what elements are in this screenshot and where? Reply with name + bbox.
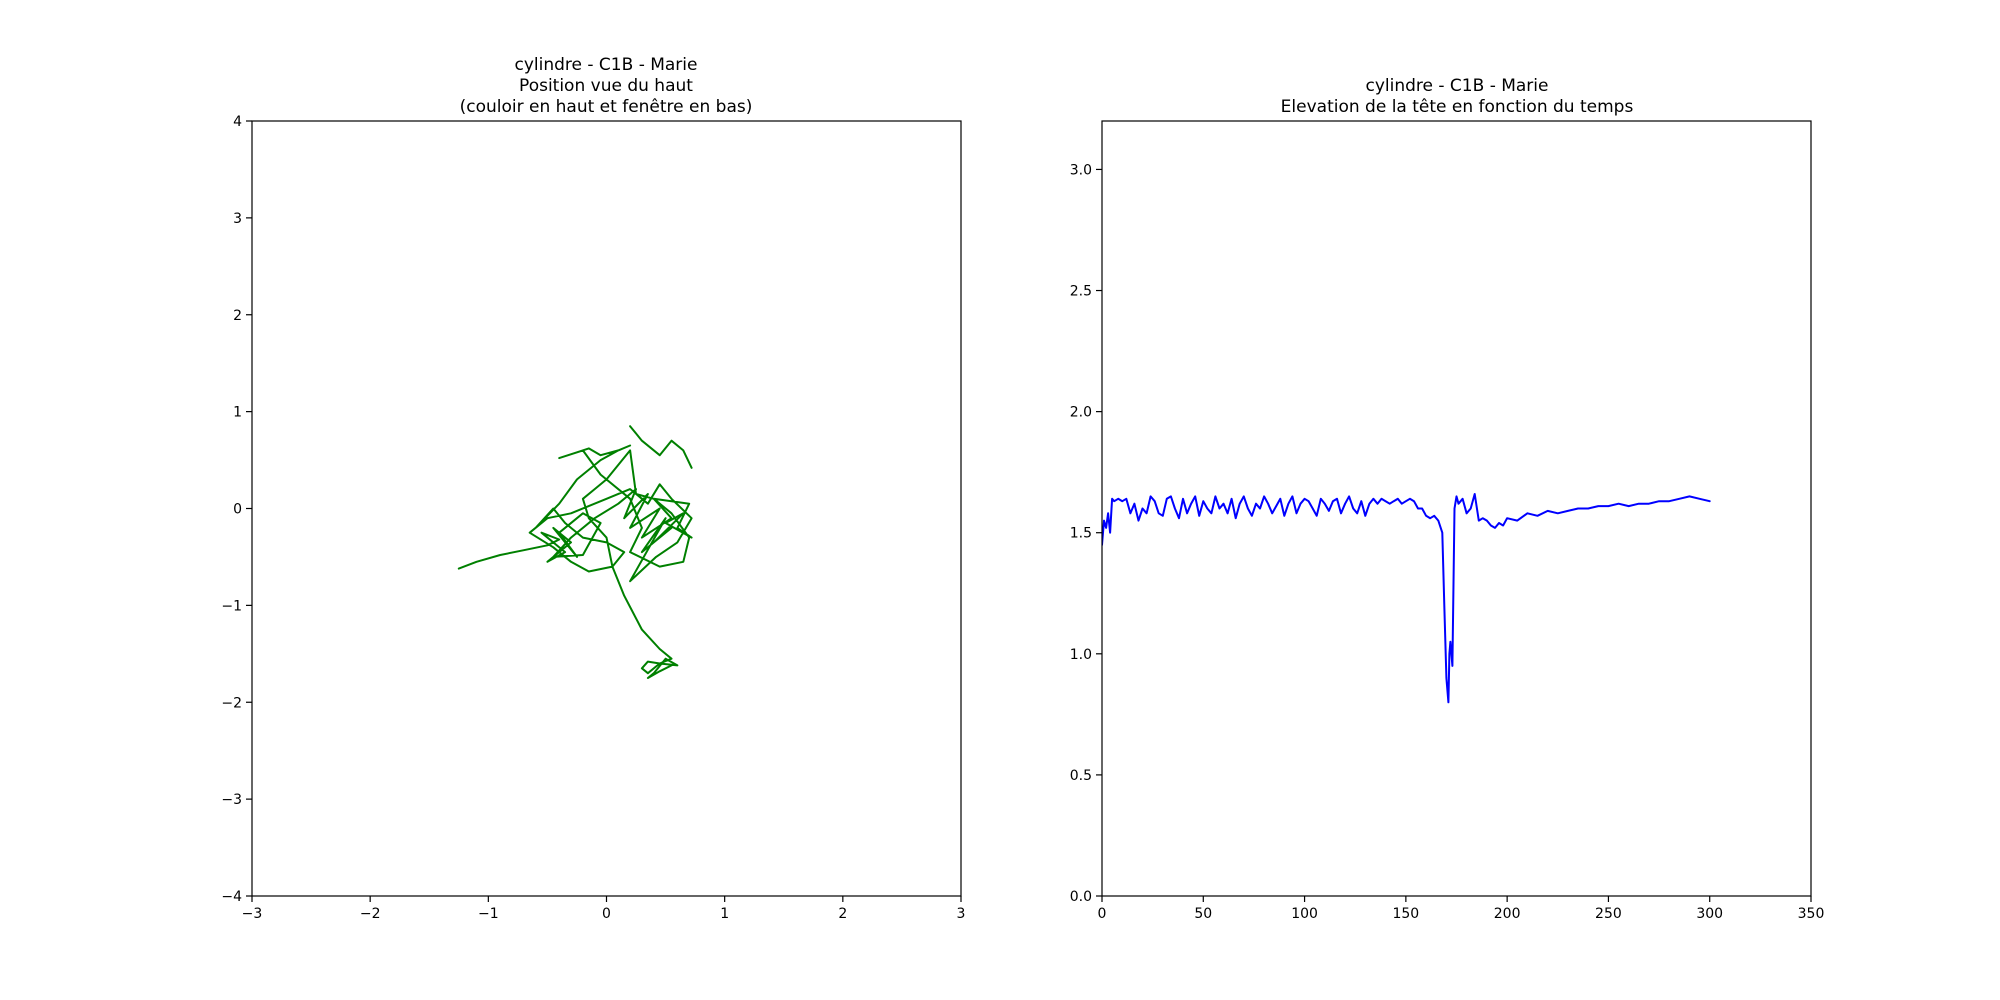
elevation-x-tick-label: 100 [1291,906,1318,922]
position-y-tick-label: 2 [233,308,242,324]
elevation-y-tick-label: 0.0 [1070,889,1092,905]
position-x-tick-label: −3 [242,906,263,922]
position-plot-title-line-3: (couloir en haut et fenêtre en bas) [460,97,753,117]
position-plot-title-line-2: Position vue du haut [519,76,693,96]
position-y-tick-label: 3 [233,211,242,227]
elevation-x-tick-label: 0 [1098,906,1107,922]
elevation-plot-title-line-1: cylindre - C1B - Marie [1366,76,1549,96]
position-y-tick-label: 1 [233,405,242,421]
elevation-y-tick-label: 3.0 [1070,162,1092,178]
position-x-tick-label: 1 [720,906,729,922]
elevation-x-tick-label: 150 [1392,906,1419,922]
elevation-y-tick-label: 1.0 [1070,647,1092,663]
position-plot-frame [251,120,962,897]
elevation-x-tick-label: 200 [1494,906,1521,922]
elevation-plot-lines [1102,493,1711,704]
position-plot-title: cylindre - C1B - Marie Position vue du h… [460,55,753,117]
position-y-tick-label: −2 [221,695,242,711]
elevation-x-tick-label: 50 [1194,906,1212,922]
position-plot-lines [457,425,693,679]
position-y-tick-label: −3 [221,792,242,808]
elevation-series-line-0 [1102,493,1711,704]
position-series-line-0 [457,444,693,679]
position-y-tick-label: 0 [233,502,242,518]
elevation-y-tick-label: 0.5 [1070,768,1092,784]
elevation-x-tick-label: 350 [1798,906,1825,922]
position-x-tick-label: 3 [957,906,966,922]
elevation-plot-title-line-2: Elevation de la tête en fonction du temp… [1281,97,1634,117]
position-plot-title-line-1: cylindre - C1B - Marie [515,55,698,75]
position-x-tick-label: −2 [360,906,381,922]
head-elevation-plot: cylindre - C1B - Marie Elevation de la t… [1070,76,1825,922]
position-y-tick-label: −1 [221,598,242,614]
elevation-x-tick-label: 300 [1696,906,1723,922]
position-series-line-1 [629,425,693,469]
elevation-plot-frame [1101,120,1812,897]
elevation-y-tick-label: 1.5 [1070,526,1092,542]
elevation-x-tick-label: 250 [1595,906,1622,922]
position-x-tick-label: 0 [602,906,611,922]
elevation-y-tick-label: 2.0 [1070,405,1092,421]
position-y-tick-label: 4 [233,114,242,130]
position-y-tick-label: −4 [221,889,242,905]
elevation-plot-title: cylindre - C1B - Marie Elevation de la t… [1281,76,1634,117]
elevation-plot-axes-ticks: 0 50 100 150 200 250 300 350 0.0 0.5 1.0 1.5 2.0 2.5 3… [1070,162,1825,922]
elevation-y-tick-label: 2.5 [1070,284,1092,300]
position-x-tick-label: 2 [838,906,847,922]
position-x-tick-label: −1 [478,906,499,922]
position-top-view-plot: cylindre - C1B - Marie Position vue du h… [221,55,965,922]
